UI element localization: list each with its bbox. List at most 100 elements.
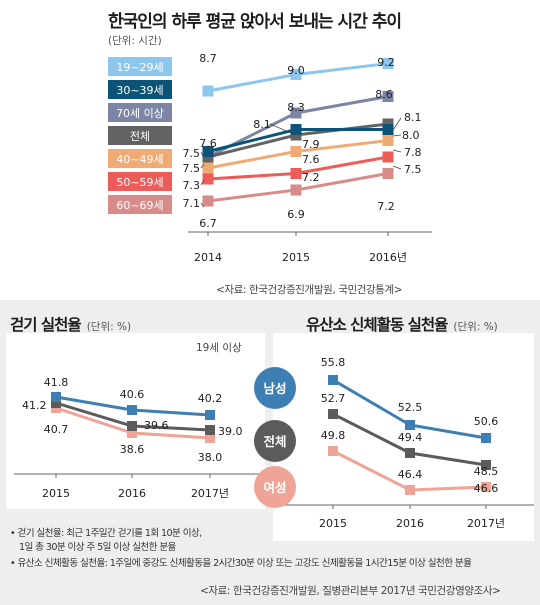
legend-swatch	[108, 172, 172, 191]
data-point	[290, 184, 302, 196]
legend-label: 60~69세	[116, 199, 163, 212]
leader-line	[200, 163, 205, 169]
data-label: 40.2	[198, 392, 223, 405]
legend-swatch	[108, 195, 172, 214]
data-point	[328, 375, 338, 385]
data-label: 7.9	[302, 138, 320, 151]
data-label: 46.6	[474, 482, 499, 495]
bottom-source: <자료: 한국건강증진개발원, 질병관리본부 2017년 국민건강영양조사>	[200, 585, 501, 597]
aerobic-unit: (단위: %)	[453, 321, 498, 333]
leader-line	[392, 134, 402, 137]
legend-swatch	[108, 149, 172, 168]
data-label: 49.4	[398, 431, 423, 444]
data-label: 48.5	[474, 465, 499, 478]
data-point	[290, 168, 302, 179]
data-point	[481, 482, 491, 492]
data-label: 38.6	[120, 443, 145, 456]
walk-unit: (단위: %)	[86, 321, 132, 333]
data-point	[382, 135, 394, 146]
walk-definition-line1: • 걷기 실천율: 최근 1주일간 걷기를 1회 10분 이상,	[10, 528, 202, 539]
data-label: 8.6	[375, 88, 393, 101]
data-label: 7.6	[302, 153, 320, 166]
data-label: 41.8	[44, 376, 69, 389]
aerobic-definition: • 유산소 신체활동 실천율: 1주일에 중강도 신체활동을 2시간30분 이상…	[10, 558, 472, 569]
legend-swatch	[108, 57, 172, 76]
data-point	[405, 420, 415, 430]
data-label: 41.2	[22, 399, 47, 412]
data-label: 8.7	[199, 52, 217, 65]
data-point	[382, 91, 394, 102]
data-label: 7.2	[302, 171, 320, 184]
legend-swatch	[108, 103, 172, 122]
data-label: 7.3	[183, 179, 201, 192]
data-label: 6.7	[199, 217, 217, 230]
x-tick-label: 2016년	[369, 251, 407, 264]
x-tick-label: 2016	[396, 517, 424, 530]
x-tick-label: 2015	[282, 251, 310, 264]
data-label: 49.8	[321, 429, 346, 442]
data-point	[205, 410, 215, 420]
data-label: 6.9	[287, 208, 305, 221]
data-label: 8.1	[253, 118, 271, 131]
data-point	[202, 173, 214, 185]
data-label: 52.7	[321, 392, 346, 405]
legend-label: 전체	[130, 130, 150, 143]
data-point	[290, 124, 302, 135]
leader-line	[392, 165, 402, 170]
main-unit: (단위: 시간)	[108, 35, 162, 47]
data-label: 50.6	[474, 415, 499, 428]
walk-title: 걷기 실천율	[10, 316, 82, 334]
data-label: 7.6	[199, 137, 217, 150]
legend-circle	[254, 367, 296, 409]
x-tick-label: 2017년	[467, 517, 505, 530]
data-point	[202, 162, 214, 174]
data-point	[202, 195, 214, 207]
walk-definition: • 걷기 실천율: 최근 1주일간 걷기를 1회 10분 이상, 1일 총 30…	[10, 527, 202, 555]
data-label: 8.0	[402, 129, 420, 142]
legend-circle	[254, 420, 296, 462]
x-tick-label: 2015	[319, 517, 347, 530]
data-label: 8.1	[404, 111, 422, 124]
walk-title-block: 걷기 실천율 (단위: %)	[10, 313, 131, 335]
legend-label: 30~39세	[116, 84, 163, 97]
legend-label: 19~29세	[116, 61, 163, 74]
data-label: 38.0	[198, 451, 223, 464]
legend-label: 50~59세	[116, 176, 163, 189]
data-label: 7.2	[377, 200, 395, 213]
data-label: 55.8	[321, 356, 346, 369]
legend-label: 여성	[263, 480, 286, 495]
main-title: 한국인의 하루 평균 앉아서 보내는 시간 추이	[108, 12, 402, 32]
data-point	[328, 446, 338, 456]
main-source: <자료: 한국건강증진개발원, 국민건강통계>	[216, 284, 403, 296]
data-label: 7.5	[404, 163, 422, 176]
data-label: 7.1	[183, 197, 201, 210]
data-label: 9.2	[377, 56, 395, 69]
data-point	[382, 168, 394, 179]
x-tick-label: 2016	[118, 487, 146, 500]
data-point	[127, 405, 137, 415]
data-point	[202, 146, 214, 157]
x-tick-label: 2015	[42, 487, 70, 500]
data-point	[328, 409, 338, 419]
leader-line	[200, 179, 205, 186]
data-label: 8.3	[287, 101, 305, 114]
aerobic-title-block: 유산소 신체활동 실천율 (단위: %)	[306, 313, 498, 335]
data-point	[51, 398, 61, 408]
leader-line	[200, 202, 205, 208]
data-label: 39.0	[218, 425, 243, 438]
walk-definition-line2: 1일 총 30분 이상 주 5일 이상 실천한 분율	[19, 542, 176, 553]
data-point	[290, 69, 302, 80]
data-point	[481, 460, 491, 470]
aerobic-title: 유산소 신체활동 실천율	[306, 316, 448, 334]
data-label: 7.5	[183, 162, 201, 175]
walk-subtitle: 19세 이상	[196, 342, 242, 354]
data-point	[205, 433, 215, 443]
leader-line	[392, 149, 402, 153]
data-point	[51, 392, 61, 402]
data-point	[290, 107, 302, 119]
data-point	[290, 146, 302, 157]
data-point	[127, 421, 137, 431]
